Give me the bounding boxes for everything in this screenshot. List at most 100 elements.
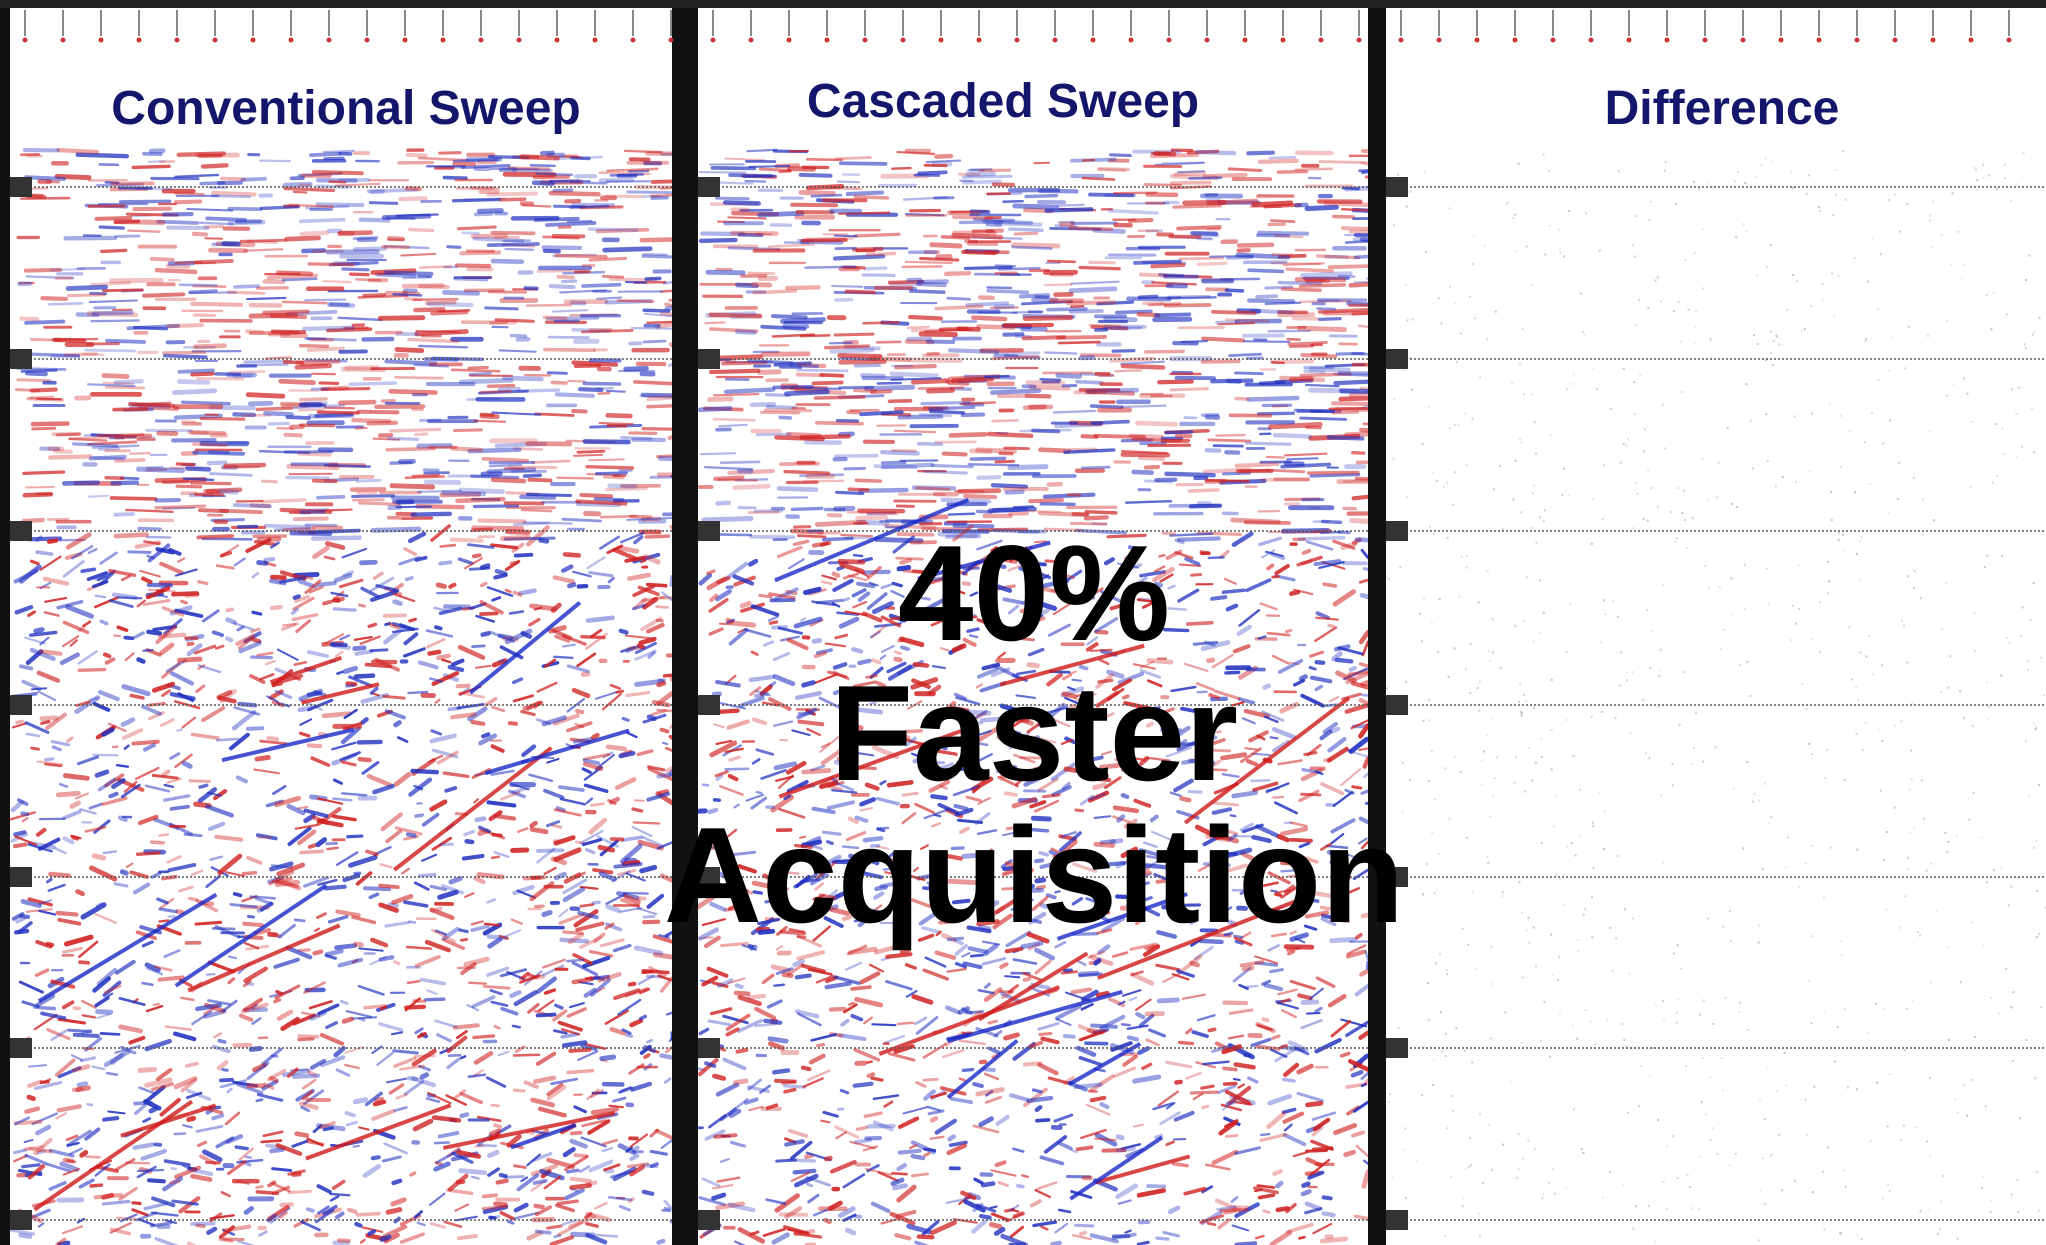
seismic-stroke [875, 340, 902, 344]
seismic-stroke [1154, 161, 1205, 166]
seismic-stroke [550, 380, 568, 385]
seismic-stroke [1223, 847, 1253, 859]
seismic-stroke [1148, 1028, 1167, 1038]
seismic-stroke [891, 581, 903, 588]
seismic-stroke [446, 1188, 474, 1196]
seismic-stroke [623, 365, 649, 372]
seismic-stroke [249, 503, 271, 509]
seismic-stroke [710, 166, 757, 171]
seismic-stroke [1112, 678, 1133, 692]
seismic-stroke [560, 1032, 579, 1039]
seismic-stroke [55, 1112, 68, 1120]
seismic-stroke [892, 1183, 908, 1191]
seismic-stroke [27, 1079, 43, 1089]
seismic-stroke [128, 402, 176, 408]
seismic-stroke [190, 371, 215, 377]
seismic-stroke [601, 1146, 614, 1153]
seismic-stroke [799, 835, 807, 839]
seismic-stroke [416, 489, 463, 494]
seismic-stroke [1211, 653, 1234, 669]
seismic-stroke [854, 815, 869, 823]
seismic-stroke [755, 748, 775, 756]
seismic-stroke [803, 586, 822, 596]
seismic-stroke [724, 157, 766, 162]
seismic-stroke [57, 1017, 86, 1025]
seismic-stroke [316, 410, 360, 415]
seismic-stroke [458, 928, 469, 934]
seismic-stroke [1132, 1123, 1144, 1128]
seismic-stroke [796, 707, 818, 720]
seismic-stroke [332, 797, 353, 802]
seismic-stroke [1361, 170, 1370, 174]
seismic-stroke [199, 416, 246, 421]
seismic-stroke [463, 197, 508, 201]
seismic-stroke [918, 412, 953, 418]
seismic-stroke [942, 1049, 965, 1059]
seismic-stroke [62, 773, 90, 781]
seismic-stroke [1272, 906, 1298, 918]
seismic-stroke [1020, 940, 1044, 950]
seismic-stroke [1233, 934, 1244, 939]
seismic-stroke [1190, 231, 1219, 237]
seismic-stroke [664, 930, 674, 938]
seismic-stroke [989, 582, 1013, 593]
seismic-stroke [69, 800, 81, 809]
seismic-stroke [388, 1083, 405, 1095]
seismic-stroke [1090, 1023, 1118, 1029]
seismic-stroke [184, 1061, 199, 1068]
seismic-stroke [800, 237, 848, 243]
seismic-stroke [405, 945, 433, 950]
seismic-stroke [842, 723, 864, 731]
seismic-stroke [274, 879, 301, 887]
seismic-stroke [1070, 280, 1120, 285]
seismic-stroke [282, 360, 305, 365]
seismic-stroke [654, 1128, 674, 1140]
seismic-stroke [1097, 167, 1130, 172]
seismic-stroke [1305, 1157, 1324, 1168]
seismic-stroke [59, 1161, 80, 1172]
seismic-stroke [394, 375, 444, 380]
seismic-stroke [722, 1014, 749, 1025]
seismic-stroke [275, 876, 293, 884]
seismic-stroke [1003, 446, 1030, 451]
seismic-stroke [421, 853, 438, 862]
seismic-stroke [217, 1038, 227, 1044]
seismic-stroke [880, 460, 907, 465]
seismic-stroke [35, 993, 56, 1007]
seismic-stroke [1165, 858, 1189, 870]
seismic-stroke [1121, 989, 1142, 997]
seismic-stroke [731, 896, 749, 903]
seismic-stroke [173, 199, 203, 205]
seismic-stroke [981, 957, 1007, 966]
seismic-stroke [36, 1149, 47, 1155]
seismic-stroke [870, 658, 882, 665]
seismic-stroke [937, 852, 963, 861]
seismic-stroke [266, 695, 279, 703]
seismic-stroke [470, 474, 520, 480]
seismic-stroke [915, 486, 951, 491]
seismic-stroke [234, 1145, 249, 1151]
seismic-stroke [508, 610, 524, 615]
seismic-stroke [30, 746, 40, 751]
seismic-stroke [132, 882, 151, 895]
seismic-stroke [980, 1181, 996, 1188]
seismic-stroke [768, 620, 779, 625]
seismic-stroke [789, 363, 820, 369]
seismic-stroke [207, 999, 231, 1006]
seismic-stroke [636, 749, 654, 757]
seismic-stroke [20, 899, 42, 908]
seismic-stroke [662, 280, 674, 285]
seismic-stroke [490, 1103, 500, 1108]
seismic-stroke [1344, 239, 1370, 244]
seismic-stroke [301, 574, 314, 580]
seismic-stroke [267, 931, 279, 938]
seismic-stroke [398, 196, 428, 202]
seismic-stroke [347, 721, 363, 729]
seismic-stroke [429, 799, 448, 812]
seismic-stroke [337, 1238, 351, 1243]
seismic-stroke [947, 512, 976, 516]
seismic-stroke [1068, 286, 1118, 294]
seismic-stroke [337, 957, 364, 968]
seismic-stroke [78, 1178, 95, 1189]
